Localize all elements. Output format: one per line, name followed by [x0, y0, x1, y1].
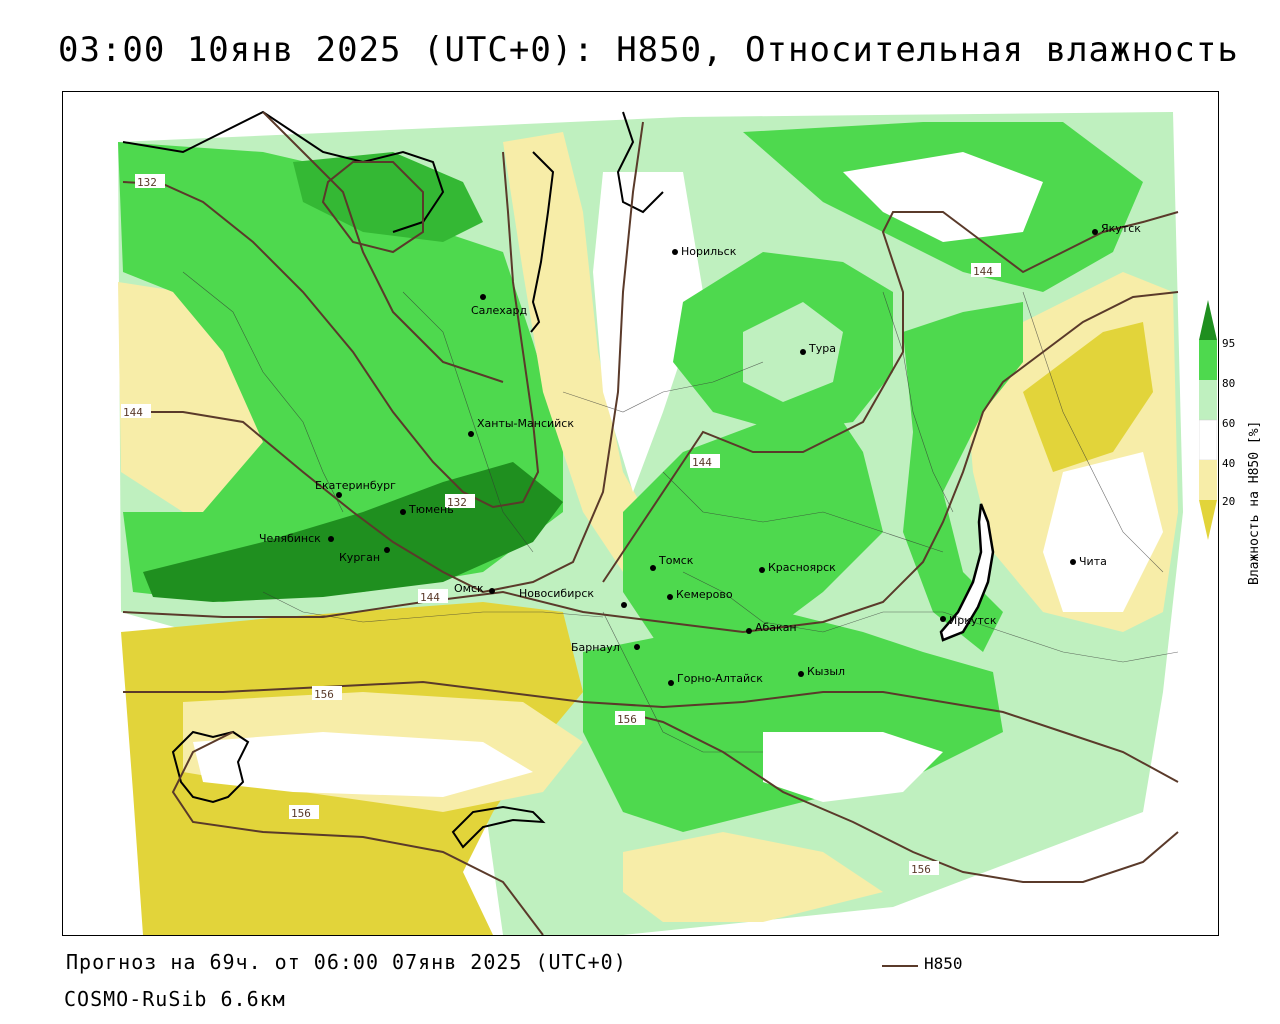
contour-label: 144: [692, 456, 712, 469]
city-label: Ханты-Мансийск: [477, 417, 574, 430]
colorbar-tick-40: 40: [1222, 457, 1236, 470]
model-name: COSMO-RuSib 6.6км: [64, 987, 286, 1011]
contour-156-southeast: [622, 711, 1179, 883]
contour-label: 156: [911, 863, 931, 876]
colorbar-40: [1199, 419, 1217, 461]
city-label: Якутск: [1101, 222, 1141, 235]
city-label: Тура: [808, 342, 836, 355]
city-dot: [468, 431, 474, 437]
humidity-60-tura-center: [743, 302, 843, 402]
colorbar-tick-60: 60: [1222, 417, 1236, 430]
city-dot: [480, 294, 486, 300]
map-title: 03:00 10янв 2025 (UTC+0): H850, Относите…: [58, 30, 1239, 70]
humidity-20-east-streak: [1023, 322, 1153, 472]
city-dot: [336, 492, 342, 498]
city-dot: [800, 349, 806, 355]
city-dot: [650, 565, 656, 571]
city-dot: [746, 628, 752, 634]
contour-label: 156: [314, 688, 334, 701]
contour-north-extra: [262, 111, 504, 383]
city-label: Кемерово: [676, 588, 733, 601]
humidity-dry-south-central: [623, 832, 883, 922]
colorbar-60: [1199, 380, 1217, 420]
humidity-80-central: [623, 392, 883, 652]
humidity-white-east: [1043, 452, 1163, 612]
city-label: Красноярск: [768, 561, 836, 574]
city-dot: [1092, 229, 1098, 235]
colorbar-title: Влажность на H850 [%]: [1247, 420, 1262, 585]
colorbar-tick-95: 95: [1222, 337, 1236, 350]
coastline-arctic-west: [122, 110, 445, 233]
coastline-taimyr: [616, 111, 664, 214]
contour-label: 132: [137, 176, 157, 189]
lake-baikal: [939, 503, 995, 642]
contour-156-loop: [171, 731, 544, 935]
city-label: Екатеринбург: [315, 479, 396, 492]
humidity-white-south-central: [763, 732, 943, 802]
colorbar-20: [1199, 460, 1217, 500]
humidity-95-north: [293, 152, 483, 242]
contour-label: 132: [447, 496, 467, 509]
city-label: Горно-Алтайск: [677, 672, 763, 685]
humidity-white-southwest: [193, 732, 533, 797]
city-label: Норильск: [681, 245, 737, 258]
contour-156-south: [123, 680, 1179, 783]
contour-label-group: 132 144 132 144 144 144 156 156 156 156: [121, 174, 1001, 876]
coastline-yamal: [530, 151, 555, 333]
contour-label: 144: [123, 406, 143, 419]
contour-label: 156: [617, 713, 637, 726]
city-dot: [1070, 559, 1076, 565]
h850-legend-line: [882, 965, 918, 967]
city-label: Барнаул: [571, 641, 620, 654]
contour-label: 144: [420, 591, 440, 604]
city-dot: [400, 509, 406, 515]
city-markers: Норильск Якутск Салехард Тура Ханты-Манс…: [259, 222, 1141, 686]
city-label: Тюмень: [408, 503, 454, 516]
contour-144-central: [602, 211, 1179, 583]
h850-legend-label: H850: [924, 954, 963, 973]
contour-label: 144: [973, 265, 993, 278]
city-dot: [940, 616, 946, 622]
city-dot: [759, 567, 765, 573]
contour-132-inner: [321, 161, 424, 254]
humidity-map: 132 144 132 144 144 144 156 156 156 156 …: [118, 110, 1183, 935]
contour-144-west: [123, 121, 644, 594]
city-label: Томск: [658, 554, 694, 567]
map-panel: 132 144 132 144 144 144 156 156 156 156 …: [62, 91, 1219, 936]
city-label: Омск: [454, 582, 484, 595]
colorbar-80: [1199, 340, 1217, 380]
colorbar-0: [1199, 500, 1217, 540]
city-dot: [672, 249, 678, 255]
city-label: Салехард: [471, 304, 527, 317]
city-dot: [621, 602, 627, 608]
city-dot: [328, 536, 334, 542]
city-label: Челябинск: [259, 532, 321, 545]
lake-balkhash: [451, 805, 546, 849]
humidity-white-north-east: [843, 152, 1043, 242]
humidity-colorbar: [1199, 300, 1217, 540]
humidity-dry-west: [118, 282, 283, 512]
city-dot: [384, 547, 390, 553]
colorbar-tick-20: 20: [1222, 495, 1236, 508]
humidity-dry-ob-strip: [503, 132, 673, 572]
city-dot: [667, 594, 673, 600]
city-label: Новосибирск: [519, 587, 594, 600]
city-dot: [489, 588, 495, 594]
caspian-region: [171, 730, 250, 804]
city-dot: [668, 680, 674, 686]
contour-132-north: [122, 151, 540, 509]
city-label: Иркутск: [949, 614, 997, 627]
city-dot: [798, 671, 804, 677]
humidity-80-east-band: [903, 302, 1023, 652]
colorbar-95: [1199, 300, 1217, 340]
colorbar-tick-80: 80: [1222, 377, 1236, 390]
city-label: Абакан: [755, 621, 797, 634]
city-dot: [634, 644, 640, 650]
contour-label: 156: [291, 807, 311, 820]
city-label: Чита: [1079, 555, 1107, 568]
forecast-info: Прогноз на 69ч. от 06:00 07янв 2025 (UTC…: [66, 950, 627, 974]
city-label: Курган: [339, 551, 380, 564]
city-label: Кызыл: [807, 665, 845, 678]
region-boundaries: [182, 271, 1179, 753]
